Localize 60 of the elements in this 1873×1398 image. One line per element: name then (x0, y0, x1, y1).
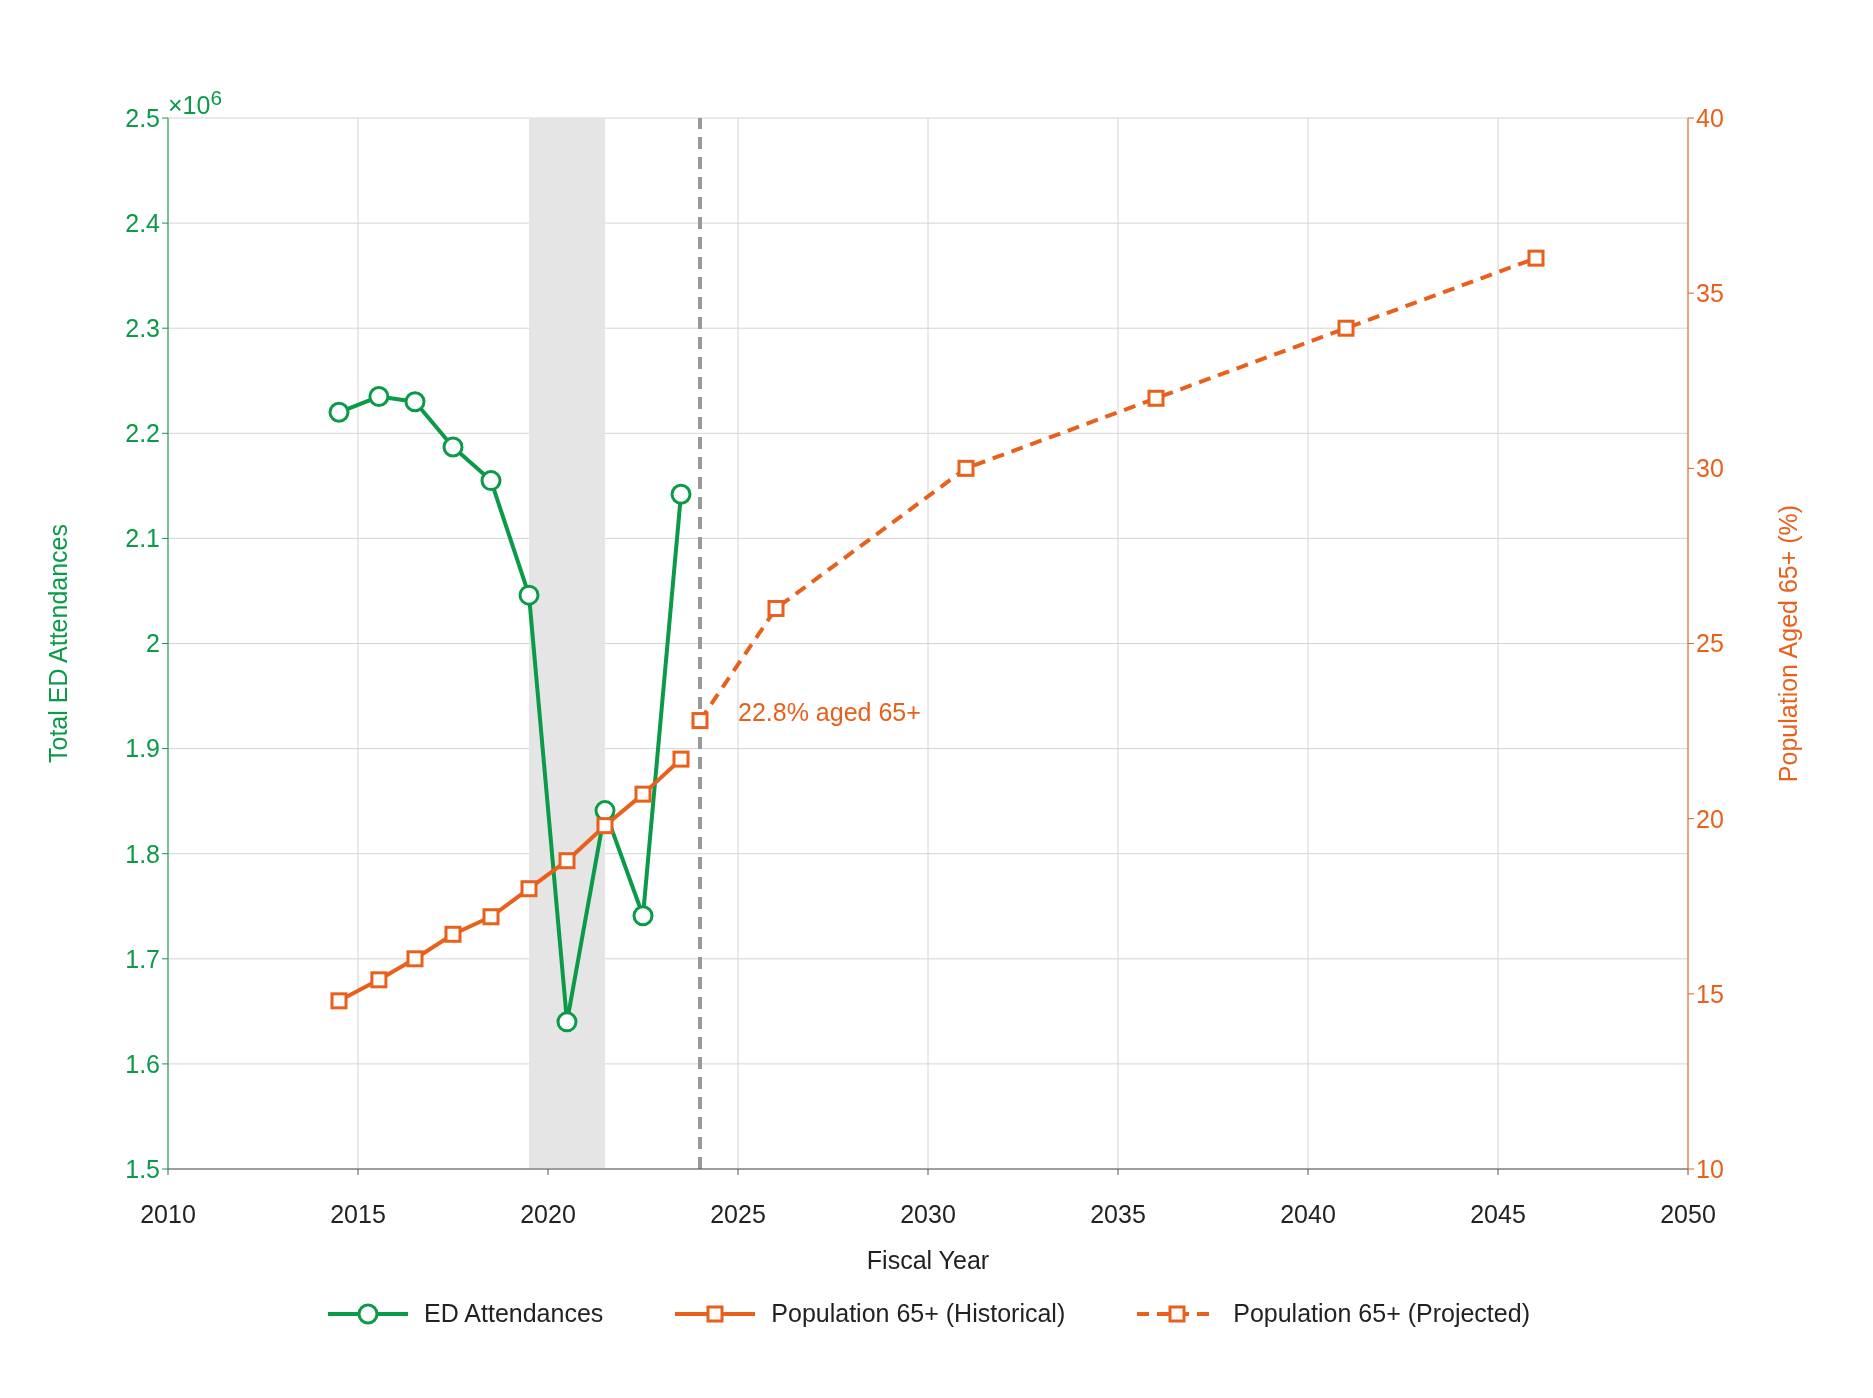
point (1527, 249, 1545, 267)
x-tick-label: 2045 (1470, 1199, 1526, 1228)
y-tick-label: 1.9 (125, 734, 160, 763)
y-tick-label: 2.3 (125, 314, 160, 343)
point (670, 483, 692, 505)
x-tick-label: 2030 (900, 1199, 956, 1228)
x-tick-label: 2035 (1090, 1199, 1146, 1228)
legend-label: Population 65+ (Projected) (1233, 1299, 1530, 1328)
point (518, 584, 540, 606)
point (1147, 389, 1165, 407)
point (480, 470, 502, 492)
point (368, 386, 390, 408)
y-tick-label: 1.8 (125, 839, 160, 868)
point (370, 971, 388, 989)
y-tick-label: 2.4 (125, 208, 161, 237)
x-tick-label: 2025 (710, 1199, 766, 1228)
point (1337, 319, 1355, 337)
point (442, 436, 464, 458)
y2-tick-label: 10 (1696, 1154, 1724, 1183)
point (406, 950, 424, 968)
y-tick-label: 2.1 (125, 524, 160, 553)
y-tick-label: 1.6 (125, 1049, 160, 1078)
point (632, 905, 654, 927)
y2-tick-label: 40 (1696, 103, 1724, 132)
y2-axis-title: Population Aged 65+ (%) (1773, 504, 1802, 783)
x-tick-label: 2020 (520, 1199, 576, 1228)
y-tick-label: 1.5 (125, 1154, 160, 1183)
annotation: 22.8% aged 65+ (738, 698, 921, 727)
point (482, 908, 500, 926)
y-tick-label: 2.5 (125, 103, 160, 132)
point (328, 401, 350, 423)
point (672, 750, 690, 768)
point (404, 391, 426, 413)
point (634, 785, 652, 803)
point (767, 599, 785, 617)
y-tick-label: 2.2 (125, 419, 160, 448)
x-tick-label: 2040 (1280, 1199, 1336, 1228)
y-tick-label: 1.7 (125, 944, 160, 973)
point (596, 817, 614, 835)
y2-tick-label: 20 (1696, 804, 1724, 833)
point (520, 880, 538, 898)
x-tick-label: 2010 (140, 1199, 196, 1228)
y2-tick-label: 30 (1696, 454, 1724, 483)
y-tick-label: 2 (146, 629, 160, 658)
y-axis-title: Total ED Attendances (43, 523, 72, 764)
legend-label: Population 65+ (Historical) (771, 1299, 1066, 1328)
point (444, 925, 462, 943)
point (556, 1011, 578, 1033)
y2-tick-label: 25 (1696, 629, 1724, 658)
x-tick-label: 2015 (330, 1199, 386, 1228)
x-axis-title: Fiscal Year (866, 1246, 990, 1274)
y2-tick-label: 35 (1696, 279, 1724, 308)
point (957, 459, 975, 477)
legend-label: ED Attendances (424, 1299, 604, 1328)
point (330, 992, 348, 1010)
annotation: ×10$^{6}$ (168, 86, 223, 121)
y2-tick-label: 15 (1696, 979, 1724, 1008)
x-tick-label: 2050 (1660, 1199, 1716, 1228)
point (558, 852, 576, 870)
point (691, 712, 709, 730)
